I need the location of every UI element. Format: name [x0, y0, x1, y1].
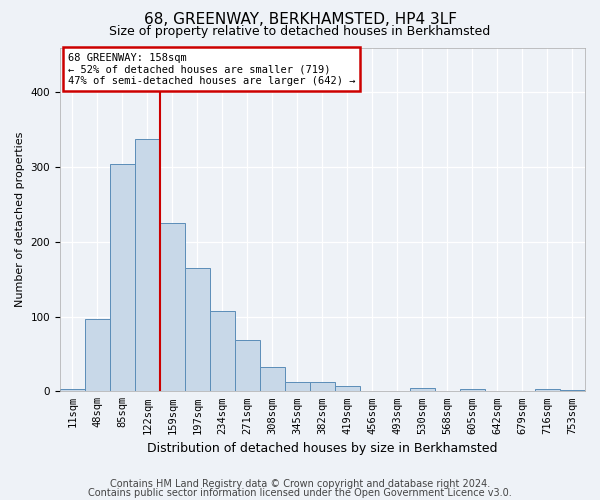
Bar [60, 389, 85, 392]
Bar [210, 310, 235, 392]
Bar [85, 319, 110, 392]
Bar [160, 223, 185, 392]
Bar [260, 366, 285, 392]
Bar [410, 388, 435, 392]
Bar [310, 382, 335, 392]
Bar [535, 389, 560, 392]
Bar [560, 390, 585, 392]
Text: 68 GREENWAY: 158sqm
← 52% of detached houses are smaller (719)
47% of semi-detac: 68 GREENWAY: 158sqm ← 52% of detached ho… [68, 52, 355, 86]
Text: Contains HM Land Registry data © Crown copyright and database right 2024.: Contains HM Land Registry data © Crown c… [110, 479, 490, 489]
Bar [460, 389, 485, 392]
Bar [335, 386, 360, 392]
Text: Size of property relative to detached houses in Berkhamsted: Size of property relative to detached ho… [109, 25, 491, 38]
Bar [185, 268, 210, 392]
Text: 68, GREENWAY, BERKHAMSTED, HP4 3LF: 68, GREENWAY, BERKHAMSTED, HP4 3LF [143, 12, 457, 28]
Text: Contains public sector information licensed under the Open Government Licence v3: Contains public sector information licen… [88, 488, 512, 498]
Bar [135, 138, 160, 392]
X-axis label: Distribution of detached houses by size in Berkhamsted: Distribution of detached houses by size … [147, 442, 498, 455]
Y-axis label: Number of detached properties: Number of detached properties [15, 132, 25, 307]
Bar [235, 340, 260, 392]
Bar [110, 164, 135, 392]
Bar [285, 382, 310, 392]
